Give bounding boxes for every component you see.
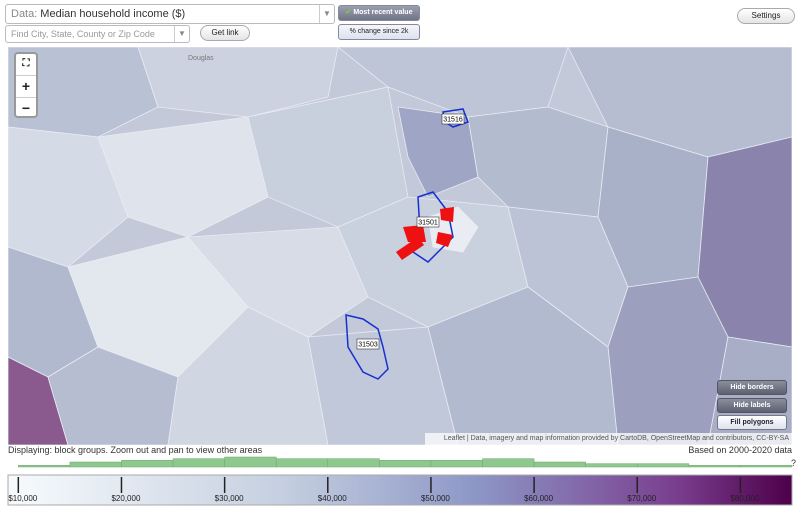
zoom-in[interactable]: + [16, 76, 36, 98]
fit-button[interactable]: ⛶ [16, 54, 36, 76]
get-link-button[interactable]: Get link [200, 25, 250, 41]
change-toggle[interactable]: % change since 2k [338, 24, 420, 40]
histogram-bar [275, 458, 329, 468]
help[interactable]: ? [791, 458, 797, 468]
histogram-bar [688, 465, 741, 468]
status-text: Displaying: block groups. Zoom out and p… [8, 445, 263, 455]
histogram-bar [224, 456, 277, 468]
zip-outline [345, 314, 389, 380]
legend-tick-label: $50,000 [421, 494, 450, 503]
zip-label-bg [416, 216, 440, 228]
histogram-bar [121, 460, 174, 468]
zoom-control: ⛶ + − [14, 52, 38, 118]
attribution: Leaflet | Data, imagery and map informat… [425, 433, 792, 445]
histogram-bar [18, 465, 71, 468]
histogram-bar [533, 461, 586, 468]
legend-ticks: $10,000 $20,000 $30,000 $40,000 $50,000 $60,0… [8, 477, 760, 503]
legend-tick-label: $80,000 [730, 494, 759, 503]
data-value: Median household income ($) [40, 8, 186, 20]
search-placeholder: Find City, State, County or Zip Code [11, 29, 155, 39]
histogram-bar [740, 465, 793, 468]
data-prefix: Data: [11, 8, 38, 20]
map-button[interactable]: Hide borders [717, 380, 787, 395]
histogram-bar [585, 463, 638, 468]
histogram-bar [637, 463, 690, 468]
histogram [18, 456, 793, 468]
legend-tick-label: $10,000 [8, 494, 37, 503]
highlight [396, 207, 454, 260]
map-button[interactable]: Fill polygons [717, 415, 787, 430]
histogram-bar [69, 461, 122, 468]
histogram-bar [172, 458, 225, 468]
caret: ▼ [174, 26, 189, 42]
legend-tick-label: $70,000 [627, 494, 656, 503]
zip-label-bg [356, 338, 380, 350]
place-label: Douglas [188, 55, 214, 62]
zip-labels: 31516 31501 31503 [356, 113, 465, 350]
histogram-bar [327, 458, 380, 468]
map: Douglas 31516 31501 31503 [8, 47, 792, 445]
data-dropdown[interactable]: Data: Median household income ($) ▼ [5, 4, 335, 24]
most-recent-toggle[interactable]: ✔ Most recent value [338, 5, 420, 21]
zip-label-bg [441, 113, 465, 125]
legend: $10,000 $20,000 $30,000 $40,000 $50,000 $60,0… [7, 456, 793, 506]
search-box[interactable]: Find City, State, County or Zip Code ▼ [5, 25, 190, 43]
legend-tick-label: $30,000 [215, 494, 244, 503]
histogram-bar [482, 458, 535, 468]
legend-tick-label: $20,000 [111, 494, 140, 503]
polygons [8, 47, 792, 445]
map-button[interactable]: Hide labels [717, 397, 787, 413]
data-range: Based on 2000-2020 data [688, 445, 792, 455]
legend-tick-label: $60,000 [524, 494, 553, 503]
zip-label: 31501 [418, 220, 438, 227]
caret: ▼ [319, 5, 334, 23]
zoom-out[interactable]: − [21, 100, 31, 116]
zip-label: 31503 [358, 342, 378, 349]
zip-label: 31516 [443, 117, 463, 124]
legend-tick-label: $40,000 [318, 494, 347, 503]
most-recent-label: Most recent value [353, 9, 413, 16]
settings-button[interactable]: Settings [737, 8, 795, 24]
histogram-bar [379, 460, 432, 468]
color-scale [7, 474, 793, 506]
histogram-bar [430, 460, 483, 468]
